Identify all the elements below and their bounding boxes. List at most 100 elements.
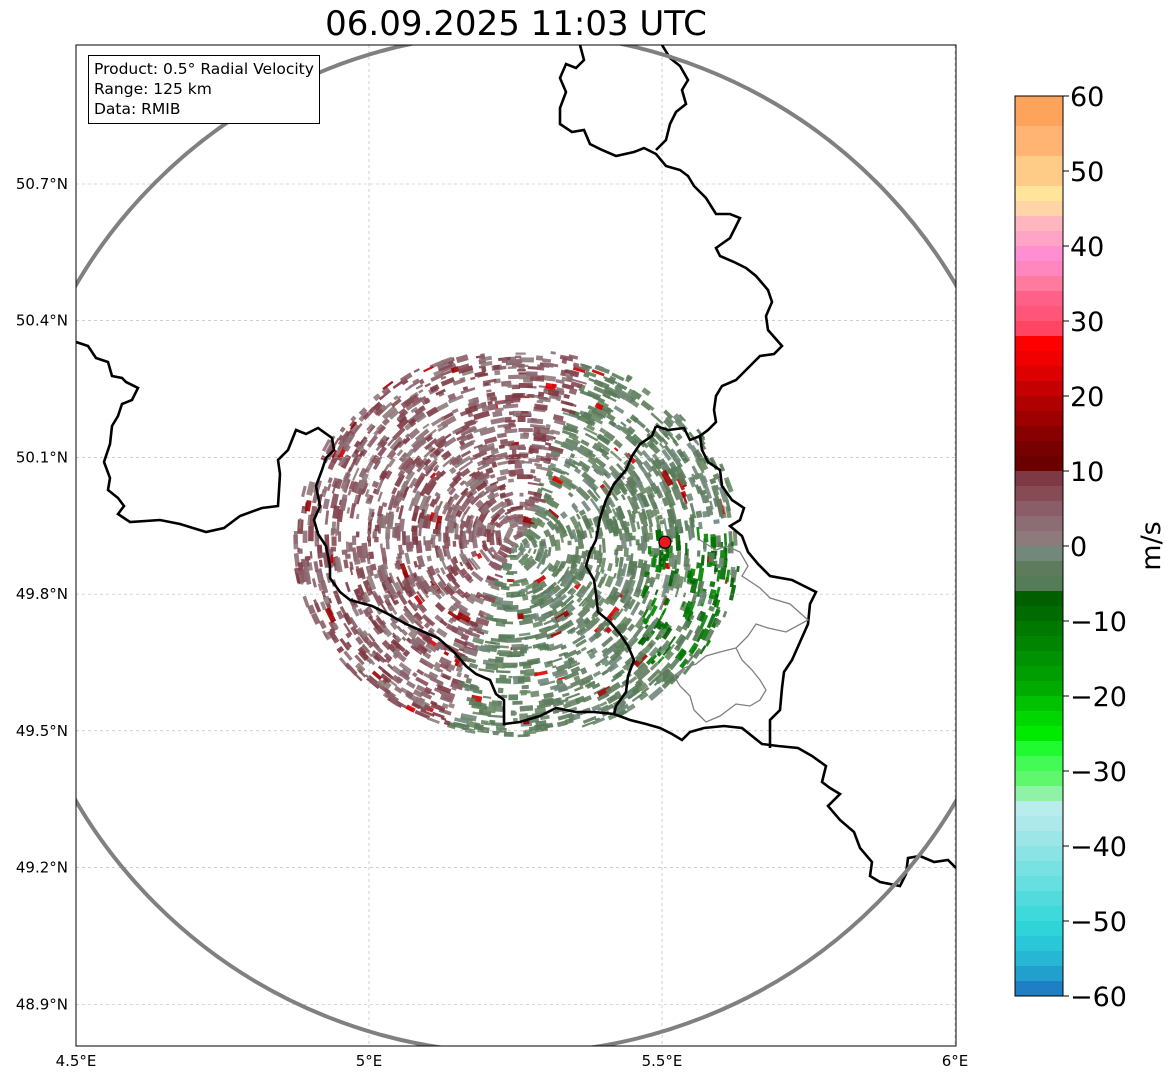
echo-pixel [450,615,458,623]
colorbar-tick-label: 40 [1070,232,1104,263]
echo-pixel [593,570,601,582]
echo-pixel [647,668,661,683]
echo-pixel [614,690,622,699]
echo-pixel [567,588,574,595]
colorbar-segment [1015,471,1063,487]
echo-pixel [332,590,343,605]
echo-pixel [345,641,352,649]
echo-pixel [711,484,720,502]
echo-pixel [725,569,731,583]
echo-pixel [548,596,564,609]
echo-pixel [605,413,616,422]
echo-pixel [650,482,660,495]
colorbar-segment [1015,891,1063,907]
colorbar-tick-label: −60 [1070,982,1127,1013]
echo-pixel [435,435,446,444]
echo-pixel [698,587,704,598]
echo-pixel [398,407,407,416]
lat-tick-label: 49.5°N [16,722,68,740]
echo-pixel [445,623,459,634]
echo-pixel [352,552,361,565]
echo-pixel [384,593,391,600]
echo-pixel [551,665,557,669]
echo-pixel [401,550,405,555]
lon-tick-label: 6°E [942,1052,969,1070]
echo-pixel [509,470,516,477]
colorbar-tick-label: −40 [1070,832,1127,863]
echo-pixel [574,685,584,692]
echo-pixel [411,490,423,508]
echo-pixel [618,425,631,437]
echo-pixel [507,366,517,370]
echo-pixel [443,650,450,656]
echo-pixel [512,531,524,541]
echo-pixel [487,547,494,554]
echo-pixel [464,684,471,692]
echo-pixel [543,618,556,626]
echo-pixel [555,378,565,385]
colorbar-segment [1015,366,1063,382]
echo-pixel [547,445,564,455]
colorbar-segment [1015,876,1063,892]
echo-pixel [430,702,446,712]
echo-pixel [512,577,528,585]
echo-pixel [607,662,619,673]
echo-pixel [545,470,554,478]
echo-pixel [455,354,469,364]
echo-pixel [472,688,483,695]
echo-pixel [593,407,608,419]
echo-pixel [582,451,598,463]
echo-pixel [301,485,307,498]
echo-pixel [407,427,421,440]
echo-pixel [545,452,559,462]
echo-pixel [373,654,382,663]
echo-pixel [499,543,514,555]
echo-pixel [624,656,635,666]
echo-pixel [581,500,592,512]
echo-pixel [499,674,507,680]
echo-pixel [554,622,571,633]
echo-pixel [587,651,596,660]
colorbar-segment [1015,756,1063,772]
echo-pixel [399,669,410,679]
echo-pixel [461,426,478,436]
echo-pixel [636,661,646,670]
echo-pixel [730,566,736,576]
echo-pixel [438,363,453,372]
echo-pixel [520,587,528,593]
colorbar-segment [1015,681,1063,697]
echo-pixel [476,526,484,537]
echo-pixel [355,636,364,646]
echo-pixel [628,676,638,684]
echo-pixel [696,628,706,643]
echo-pixel [344,553,351,560]
echo-pixel [410,645,423,656]
echo-pixel [437,548,445,562]
echo-pixel [435,627,448,638]
echo-pixel [488,492,500,501]
echo-pixel [440,368,455,377]
echo-pixel [606,496,616,509]
echo-pixel [591,369,605,377]
echo-pixel [597,597,606,607]
echo-pixel [722,610,728,618]
echo-pixel [374,536,379,543]
echo-pixel [575,638,587,648]
echo-pixel [558,474,573,486]
echo-pixel [375,479,384,495]
region-boundary [673,539,810,723]
echo-pixel [503,731,514,737]
echo-pixel [398,415,406,423]
echo-pixel [692,647,703,660]
colorbar-segment [1015,831,1063,847]
echo-pixel [377,491,383,502]
echo-pixel [693,449,705,463]
echo-pixel [446,582,458,594]
echo-pixel [339,426,346,433]
echo-pixel [508,694,519,701]
echo-pixel [369,454,377,462]
echo-pixel [377,446,387,457]
echo-pixel [656,656,665,665]
echo-pixel [404,690,414,699]
